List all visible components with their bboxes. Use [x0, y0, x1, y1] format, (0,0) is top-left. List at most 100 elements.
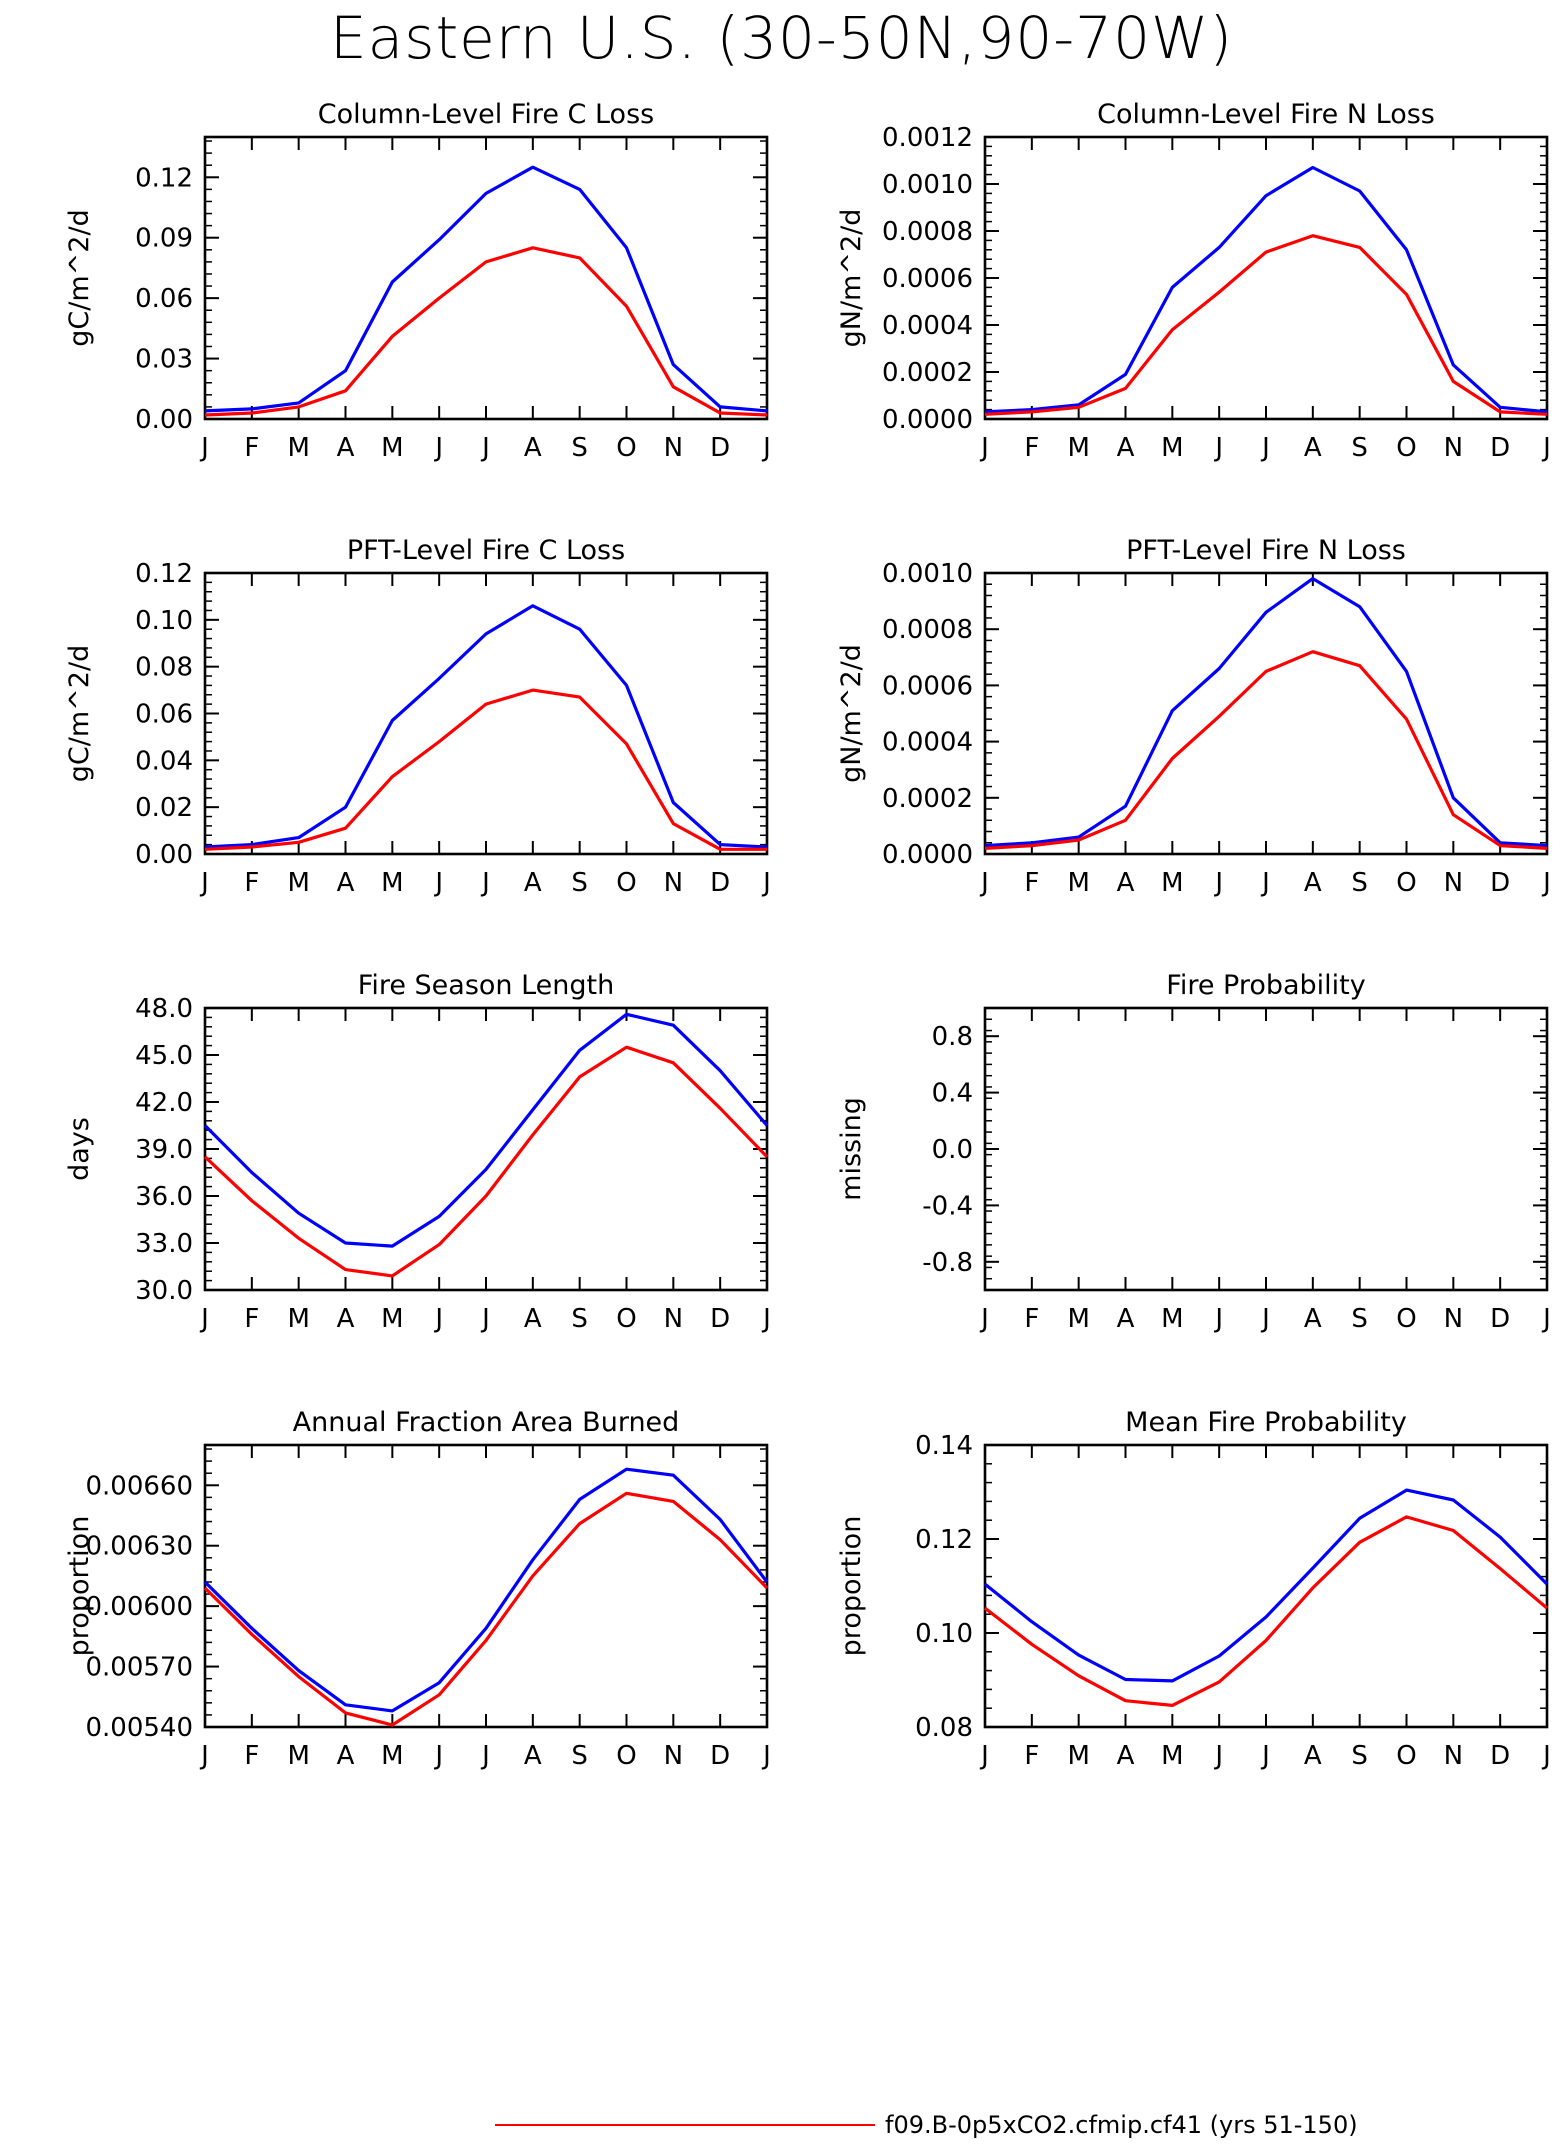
x-tick-label: O	[616, 868, 636, 898]
x-tick-label: A	[1117, 433, 1135, 463]
x-tick-label: F	[1024, 868, 1039, 898]
y-tick-label: 0.06	[135, 700, 193, 730]
x-tick-label: N	[664, 433, 683, 463]
x-tick-label: F	[1024, 1741, 1039, 1771]
x-tick-label: N	[1444, 1741, 1463, 1771]
panel-title: PFT-Level Fire N Loss	[1126, 535, 1406, 566]
y-tick-label: 0.00	[135, 405, 193, 435]
x-tick-label: J	[199, 1741, 209, 1771]
x-tick-label: O	[1396, 1741, 1416, 1771]
x-tick-label: F	[1024, 433, 1039, 463]
y-tick-label: 0.12	[135, 559, 193, 589]
x-tick-label: M	[287, 1741, 309, 1771]
x-tick-label: J	[1541, 868, 1551, 898]
x-tick-label: J	[761, 1304, 771, 1334]
x-tick-label: D	[710, 868, 730, 898]
panel-title: PFT-Level Fire C Loss	[347, 535, 625, 566]
legend-swatch	[495, 2124, 875, 2126]
x-tick-label: M	[1161, 1741, 1183, 1771]
series-line-0	[203, 1467, 769, 1713]
series-line-1	[984, 234, 1548, 416]
y-tick-label: 0.12	[915, 1525, 973, 1555]
y-tick-label: 0.08	[915, 1713, 973, 1743]
series-line-1	[203, 1491, 769, 1727]
x-tick-label: D	[1490, 1304, 1510, 1334]
y-tick-label: 0.00630	[85, 1532, 193, 1562]
y-tick-label: 0.08	[135, 653, 193, 683]
y-tick-label: -0.8	[922, 1248, 973, 1278]
y-tick-label: 0.00570	[85, 1653, 193, 1683]
series-line-0	[984, 576, 1548, 848]
x-tick-label: J	[761, 1741, 771, 1771]
x-tick-label: D	[710, 1741, 730, 1771]
series-line-1	[204, 246, 768, 417]
x-tick-label: J	[1213, 1741, 1223, 1771]
x-tick-label: J	[1213, 433, 1223, 463]
y-tick-label: 0.0000	[882, 840, 973, 870]
y-tick-label: 0.0006	[882, 671, 973, 701]
x-tick-label: A	[524, 433, 542, 463]
x-tick-label: S	[1351, 433, 1368, 463]
plot-frame	[983, 135, 1549, 421]
series-line-0	[984, 165, 1548, 414]
x-tick-label: S	[571, 1741, 588, 1771]
y-axis-label: proportion	[64, 1516, 95, 1657]
y-tick-label: 0.0012	[882, 123, 973, 153]
y-tick-label: 0.00	[135, 840, 193, 870]
y-tick-label: 39.0	[135, 1135, 193, 1165]
x-tick-label: J	[1541, 1741, 1551, 1771]
x-tick-label: M	[381, 868, 403, 898]
y-tick-label: 0.0006	[882, 264, 973, 294]
x-tick-label: J	[1260, 1304, 1270, 1334]
y-tick-label: 0.12	[135, 163, 193, 193]
x-tick-label: M	[1067, 868, 1089, 898]
y-tick-label: 0.0010	[882, 170, 973, 200]
x-tick-label: J	[480, 1304, 490, 1334]
y-tick-label: 0.06	[135, 284, 193, 314]
x-tick-label: J	[979, 1304, 989, 1334]
panel-title: Mean Fire Probability	[1125, 1407, 1407, 1438]
series-line-1	[203, 1045, 769, 1278]
x-tick-label: A	[1117, 868, 1135, 898]
x-tick-label: A	[524, 1741, 542, 1771]
series-line-0	[203, 1012, 769, 1248]
x-tick-label: J	[1213, 1304, 1223, 1334]
x-tick-label: A	[524, 1304, 542, 1334]
y-tick-label: 0.00600	[85, 1592, 193, 1622]
series-line-1	[984, 650, 1548, 850]
y-tick-label: 0.00660	[85, 1471, 193, 1501]
x-tick-label: D	[710, 1304, 730, 1334]
panel-title: Column-Level Fire N Loss	[1097, 99, 1435, 130]
y-tick-label: 0.14	[915, 1431, 973, 1461]
x-tick-label: J	[1260, 1741, 1270, 1771]
series-line-0	[983, 1488, 1549, 1683]
y-tick-label: 0.0004	[882, 728, 973, 758]
panel-title: Annual Fraction Area Burned	[293, 1407, 680, 1438]
x-tick-label: O	[1396, 433, 1416, 463]
x-tick-label: M	[287, 1304, 309, 1334]
x-tick-label: S	[1351, 1741, 1368, 1771]
x-tick-label: J	[979, 433, 989, 463]
y-tick-label: 30.0	[135, 1276, 193, 1306]
x-tick-label: D	[1490, 868, 1510, 898]
plot-frame	[983, 1006, 1549, 1292]
x-tick-label: J	[480, 1741, 490, 1771]
x-tick-label: F	[244, 1741, 259, 1771]
y-tick-label: 0.04	[135, 746, 193, 776]
y-tick-label: 0.10	[915, 1619, 973, 1649]
x-tick-label: J	[1541, 1304, 1551, 1334]
y-tick-label: 0.0004	[882, 311, 973, 341]
x-tick-label: A	[1117, 1741, 1135, 1771]
x-tick-label: O	[616, 1304, 636, 1334]
x-tick-label: M	[1067, 1304, 1089, 1334]
x-tick-label: A	[337, 1304, 355, 1334]
x-tick-label: F	[1024, 1304, 1039, 1334]
y-tick-label: 0.0008	[882, 615, 973, 645]
plot-frame	[983, 1443, 1549, 1729]
x-tick-label: D	[1490, 1741, 1510, 1771]
x-tick-label: J	[761, 868, 771, 898]
x-tick-label: O	[616, 433, 636, 463]
